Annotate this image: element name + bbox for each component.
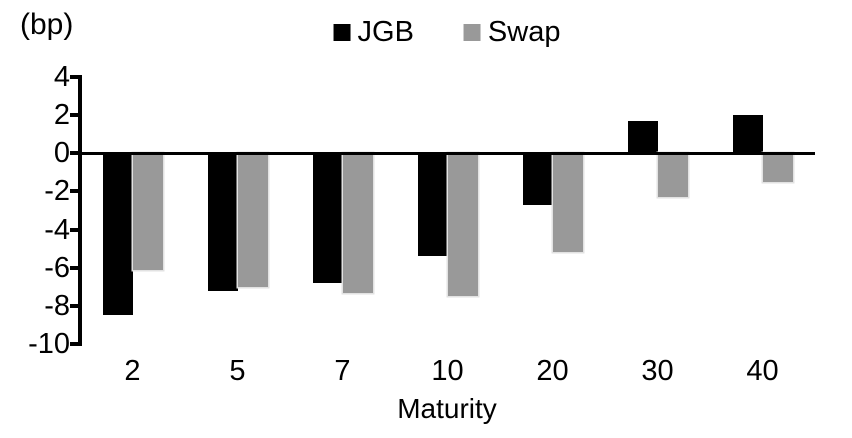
y-tick-label: -2 xyxy=(44,175,70,208)
y-tick-label: 0 xyxy=(53,137,70,170)
x-tick-label: 10 xyxy=(431,355,464,387)
y-axis-tick xyxy=(70,303,80,308)
y-axis-tick xyxy=(70,189,80,194)
legend: JGB Swap xyxy=(333,16,561,49)
bar-swap-40 xyxy=(762,153,793,182)
legend-item-swap: Swap xyxy=(463,16,561,49)
x-axis-title: Maturity xyxy=(397,393,497,424)
y-axis-line xyxy=(78,75,82,346)
bar-swap-2 xyxy=(132,153,163,270)
x-tick-label: 40 xyxy=(746,355,779,387)
y-axis-unit-label: (bp) xyxy=(20,8,74,41)
y-axis-tick xyxy=(70,75,80,79)
x-tick-label: 5 xyxy=(229,355,246,387)
x-tick-label: 2 xyxy=(124,355,141,387)
bar-jgb-20 xyxy=(522,153,553,205)
bar-jgb-30 xyxy=(627,120,658,154)
legend-item-jgb: JGB xyxy=(333,16,414,49)
bar-swap-30 xyxy=(657,153,688,198)
bar-swap-20 xyxy=(552,153,583,253)
swap-swatch-icon xyxy=(463,24,481,41)
y-axis-tick xyxy=(70,113,80,118)
bar-swap-5 xyxy=(237,153,268,287)
bar-jgb-2 xyxy=(102,153,133,316)
y-axis-tick xyxy=(70,151,80,156)
y-tick-label: -6 xyxy=(44,251,70,284)
zero-axis-line xyxy=(80,151,815,155)
jgb-swatch-icon xyxy=(333,24,351,41)
bar-jgb-7 xyxy=(312,153,343,283)
y-tick-label: -8 xyxy=(44,289,70,322)
y-axis-tick xyxy=(70,342,80,346)
y-axis-tick xyxy=(70,227,80,232)
y-tick-label: -10 xyxy=(28,328,70,360)
x-tick-label: 7 xyxy=(334,355,351,387)
y-tick-label: 2 xyxy=(53,99,70,132)
bar-jgb-40 xyxy=(732,115,763,154)
bar-jgb-5 xyxy=(207,153,238,291)
bar-swap-10 xyxy=(447,153,478,297)
y-tick-label: 4 xyxy=(53,61,70,93)
bar-jgb-10 xyxy=(417,153,448,257)
legend-label-jgb: JGB xyxy=(357,16,414,48)
legend-label-swap: Swap xyxy=(487,16,561,48)
y-tick-label: -4 xyxy=(44,213,70,246)
x-tick-label: 30 xyxy=(641,355,674,387)
x-tick-label: 20 xyxy=(536,355,569,387)
y-axis-tick xyxy=(70,265,80,270)
bar-swap-7 xyxy=(342,153,373,293)
